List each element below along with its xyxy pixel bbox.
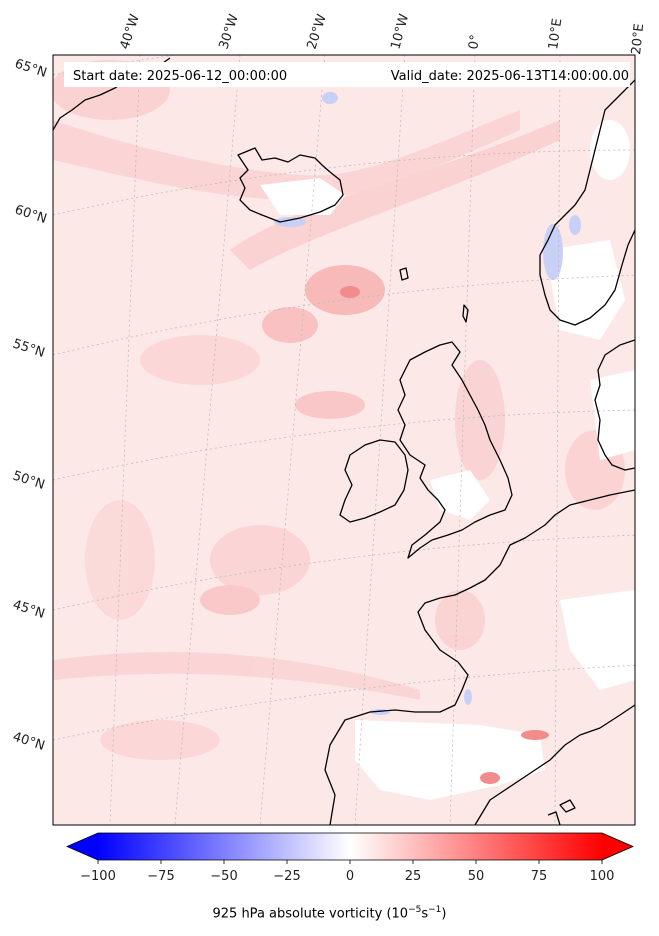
colorbar-tick-label: −100 <box>80 869 116 884</box>
longitude-line-20e <box>640 55 650 825</box>
colorbar-min-extension <box>67 833 98 860</box>
colorbar-tick-label: 25 <box>405 869 422 884</box>
coastline-iceland <box>237 147 344 223</box>
longitude-line-20w <box>259 55 326 825</box>
longitude-label: 20°W <box>305 12 330 51</box>
longitude-line-10e <box>554 55 561 825</box>
longitude-label: 30°W <box>217 12 242 51</box>
header-background <box>64 62 630 87</box>
colorbar-tick-label: 75 <box>531 869 548 884</box>
longitude-line-40w <box>109 55 141 825</box>
colorbar: −100 −75 −50 −25 0 25 50 75 100 <box>65 832 635 884</box>
colorbar-tick-label: 100 <box>590 869 615 884</box>
colorbar-label-exponent-2: −1 <box>428 905 442 915</box>
vorticity-features <box>53 60 625 760</box>
longitude-label: 40°W <box>118 12 143 51</box>
colorbar-tick-label: 50 <box>468 869 485 884</box>
map-frame <box>52 54 636 826</box>
latitude-label: 60°N <box>13 203 49 227</box>
colorbar-tick-label: −25 <box>273 869 300 884</box>
coastline-faroe <box>399 267 409 281</box>
start-date-label: Start date: 2025-06-12_00:00:00 <box>73 69 287 84</box>
coastline-norway <box>539 79 635 326</box>
coastline-sardinia <box>547 811 561 825</box>
colorbar-label: 925 hPa absolute vorticity (10−5s−1) <box>0 905 659 921</box>
colorbar-ticks: −100 −75 −50 −25 0 25 50 75 100 <box>80 860 614 884</box>
colorbar-tick-label: −75 <box>147 869 174 884</box>
valid-date-label: Valid_date: 2025-06-13T14:00:00.00 <box>391 69 629 84</box>
longitude-label: 20°E <box>629 23 647 56</box>
colorbar-label-exponent-1: −5 <box>408 905 422 915</box>
colorbar-tick-label: 0 <box>346 869 354 884</box>
coastlines <box>53 57 635 825</box>
longitude-line-30w <box>174 55 241 825</box>
coastline-shetland <box>462 304 469 323</box>
latitude-labels: 65°N 60°N 55°N 50°N 45°N 40°N <box>11 57 49 754</box>
coastline-corsica <box>559 799 576 813</box>
longitude-label: 0° <box>466 34 483 51</box>
coastline-ireland <box>339 439 409 523</box>
longitude-labels: 40°W 30°W 20°W 10°W 0° 10°E 20°E <box>118 12 648 55</box>
latitude-line-55 <box>53 274 635 356</box>
longitude-line-0 <box>449 55 476 825</box>
strong-positive-patches <box>340 286 549 784</box>
colorbar-max-extension <box>602 833 633 860</box>
latitude-label: 45°N <box>11 598 47 622</box>
colorbar-label-end: ) <box>441 906 447 922</box>
latitude-label: 50°N <box>11 469 47 493</box>
negative-vorticity-patches <box>274 92 581 715</box>
longitude-label: 10°W <box>388 12 412 51</box>
colorbar-label-main: 925 hPa absolute vorticity (10 <box>212 906 409 922</box>
latitude-label: 65°N <box>13 57 49 81</box>
coastline-mediterranean <box>474 704 635 825</box>
latitude-label: 40°N <box>11 730 47 754</box>
coastline-denmark-sweden <box>594 339 635 471</box>
latitude-label: 55°N <box>11 337 47 361</box>
latitude-line-65 <box>53 55 179 76</box>
coastline-great-britain <box>397 341 513 559</box>
colorbar-label-unit: s <box>421 906 429 922</box>
coastline-europe <box>324 489 635 825</box>
colorbar-body <box>98 833 602 860</box>
longitude-label: 10°E <box>546 18 565 51</box>
colorbar-tick-label: −50 <box>210 869 237 884</box>
map-panel <box>53 55 650 825</box>
